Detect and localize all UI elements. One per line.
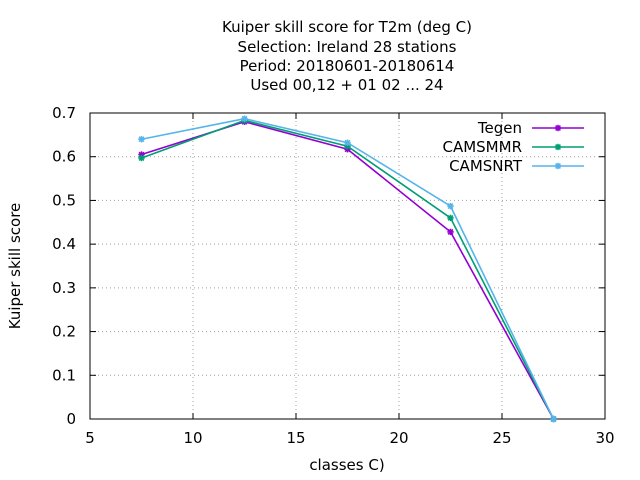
tick-labels: 5 10 15 20 25 30 0 0.1 0.2 0.3 0.4 0.5 0.6 0.7	[52, 104, 614, 447]
x-tick-label: 25	[492, 429, 511, 447]
x-tick-label: 20	[389, 429, 408, 447]
title-line-3: Period: 20180601-20180614	[240, 57, 455, 75]
legend-marker-camsmmr	[554, 143, 562, 151]
legend-marker-tegen	[554, 124, 562, 132]
data-point-camsnrt	[550, 415, 557, 423]
x-tick-label: 30	[595, 429, 614, 447]
data-point-camsnrt	[138, 136, 145, 143]
data-point-tegen	[447, 228, 454, 236]
y-tick-label: 0	[66, 410, 76, 428]
x-axis-label: classes C)	[309, 456, 384, 474]
x-tick-label: 5	[85, 429, 95, 447]
y-tick-label: 0.2	[52, 323, 76, 341]
title-line-2: Selection: Ireland 28 stations	[238, 38, 457, 56]
data-point-camsnrt	[344, 139, 351, 146]
grid-lines	[90, 113, 605, 419]
y-tick-label: 0.4	[52, 235, 76, 253]
plot-frame	[89, 112, 606, 420]
data-point-camsnrt	[241, 115, 248, 122]
y-tick-label: 0.6	[52, 148, 76, 166]
series-lines	[138, 115, 557, 423]
title-line-1: Kuiper skill score for T2m (deg C)	[222, 18, 472, 36]
data-point-camsnrt	[447, 202, 454, 210]
data-point-camsmmr	[138, 154, 145, 162]
y-tick-label: 0.1	[52, 366, 76, 384]
y-tick-label: 0.7	[52, 104, 76, 122]
legend-label-camsnrt: CAMSNRT	[449, 157, 523, 175]
data-point-camsmmr	[447, 214, 454, 222]
y-tick-label: 0.3	[52, 279, 76, 297]
x-tick-label: 10	[183, 429, 202, 447]
x-tick-label: 15	[286, 429, 305, 447]
legend-marker-camsnrt	[554, 162, 562, 170]
legend-label-camsmmr: CAMSMMR	[442, 138, 522, 156]
y-tick-label: 0.5	[52, 191, 76, 209]
axis-ticks	[89, 112, 606, 420]
title-line-4: Used 00,12 + 01 02 ... 24	[250, 76, 443, 94]
legend-label-tegen: Tegen	[477, 119, 522, 137]
y-axis-label: Kuiper skill score	[6, 203, 24, 330]
chart-title: Kuiper skill score for T2m (deg C) Selec…	[222, 18, 472, 94]
